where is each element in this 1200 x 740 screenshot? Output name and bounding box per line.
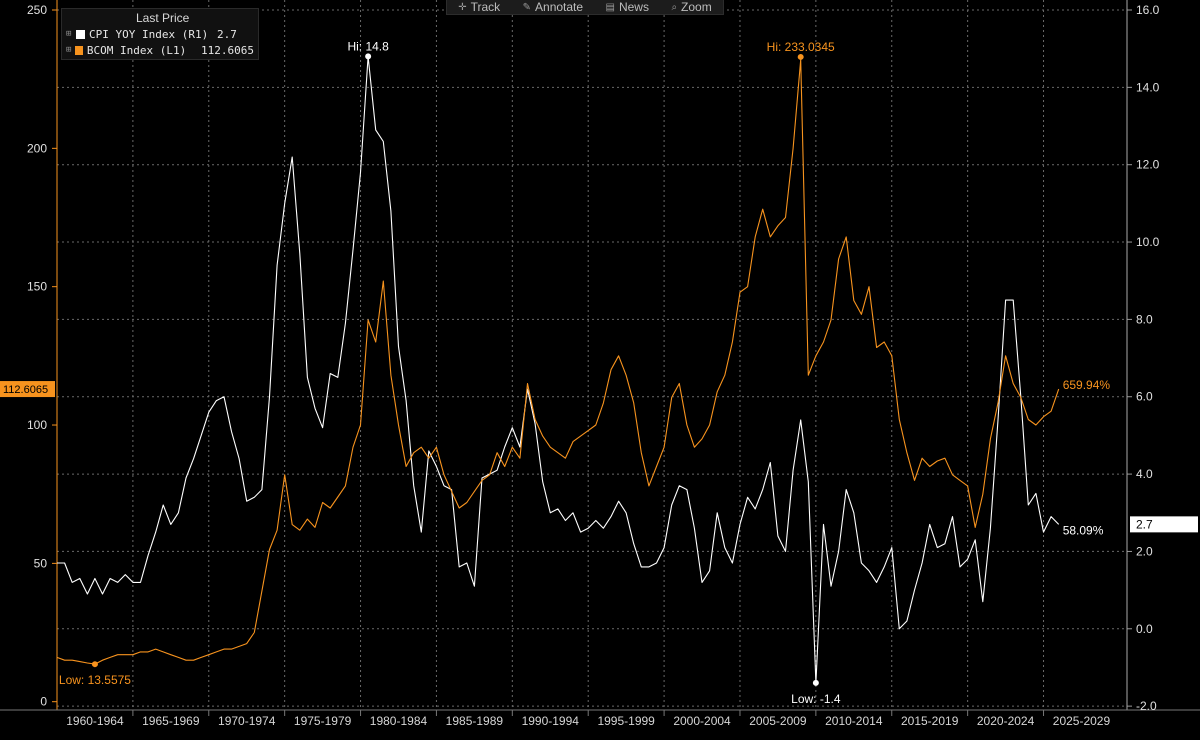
track-button[interactable]: ✛ Track — [458, 0, 500, 14]
hi-label: Hi: 14.8 — [347, 39, 389, 53]
news-button[interactable]: ▤ News — [606, 0, 649, 14]
right-tick-label: 12.0 — [1136, 158, 1160, 172]
news-label: News — [618, 0, 649, 14]
left-tick-label: 150 — [27, 280, 47, 294]
x-tick-label: 2025-2029 — [1053, 714, 1111, 728]
x-tick-label: 1990-1994 — [522, 714, 580, 728]
legend-swatch-bcom — [74, 45, 83, 55]
news-icon: ▤ — [605, 1, 615, 13]
x-tick-label: 1965-1969 — [142, 714, 200, 728]
bcom-line — [56, 59, 1060, 665]
zoom-label: Zoom — [681, 0, 712, 14]
legend: Last Price ⊞ CPI YOY Index (R1) 2.7 ⊞ BC… — [61, 8, 259, 60]
change-label: 58.09% — [1063, 523, 1104, 537]
right-tick-label: 6.0 — [1136, 390, 1153, 404]
x-tick-label: 1975-1979 — [294, 714, 352, 728]
crosshair-icon: ✛ — [458, 1, 467, 13]
legend-swatch-cpi — [76, 29, 85, 39]
legend-value-bcom: 112.6065 — [201, 43, 254, 57]
annotation-dot — [812, 679, 819, 686]
left-tick-label: 200 — [27, 141, 47, 155]
left-last-value: 112.6065 — [3, 384, 48, 396]
x-tick-label: 1970-1974 — [218, 714, 276, 728]
cpi-line — [57, 55, 1060, 684]
change-label: 659.94% — [1063, 378, 1111, 392]
legend-value-cpi: 2.7 — [217, 27, 237, 41]
right-tick-label: 14.0 — [1136, 80, 1160, 94]
tick-labels: 1960-1964 1965-1969 1970-1974 1975-1979 1980… — [27, 3, 1160, 728]
left-tick-label: 50 — [34, 556, 48, 570]
low-label: Low: -1.4 — [791, 692, 841, 706]
track-label: Track — [470, 0, 501, 14]
annotation-dot — [91, 661, 98, 668]
right-tick-label: 16.0 — [1136, 3, 1160, 17]
magnifier-icon: ⌕ — [671, 1, 678, 13]
legend-title: Last Price — [136, 11, 190, 25]
legend-name-bcom: BCOM Index (L1) — [86, 43, 187, 57]
right-last-value: 2.7 — [1136, 517, 1153, 531]
legend-row-bcom[interactable]: ⊞ BCOM Index (L1) 112.6065 — [66, 42, 254, 58]
left-last-value-box — [0, 381, 55, 398]
right-tick-label: 2.0 — [1136, 544, 1153, 558]
legend-name-cpi: CPI YOY Index (R1) — [89, 27, 209, 41]
x-tick-label: 1985-1989 — [446, 714, 504, 728]
expand-icon[interactable]: ⊞ — [66, 45, 72, 55]
x-tick-label: 2010-2014 — [825, 714, 883, 728]
right-tick-label: -2.0 — [1136, 699, 1157, 713]
zoom-button[interactable]: ⌕ Zoom — [671, 0, 711, 14]
annotate-label: Annotate — [535, 0, 584, 14]
x-tick-label: 1980-1984 — [370, 714, 428, 728]
x-tick-label: 1995-1999 — [597, 714, 655, 728]
annotation-dot — [797, 53, 804, 60]
grid-lines — [57, 0, 1127, 710]
x-tick-label: 2015-2019 — [901, 714, 959, 728]
right-tick-label: 4.0 — [1136, 467, 1153, 481]
x-tick-label: 2000-2004 — [673, 714, 731, 728]
right-last-value-box — [1130, 516, 1198, 533]
pencil-icon: ✎ — [522, 1, 532, 13]
right-tick-label: 8.0 — [1136, 312, 1153, 326]
hi-label: Hi: 233.0345 — [767, 40, 835, 54]
left-tick-label: 250 — [27, 3, 47, 17]
series-layer — [56, 55, 1060, 684]
low-label: Low: 13.5575 — [59, 673, 131, 687]
legend-row-cpi[interactable]: ⊞ CPI YOY Index (R1) 2.7 — [66, 26, 254, 42]
right-tick-label: 10.0 — [1136, 235, 1160, 249]
x-tick-label: 2020-2024 — [977, 714, 1035, 728]
left-tick-label: 0 — [40, 695, 47, 709]
chart-toolbar: ✛ Track ✎ Annotate ▤ News ⌕ Zoom — [446, 0, 724, 15]
annotate-button[interactable]: ✎ Annotate — [523, 0, 583, 14]
left-tick-label: 100 — [27, 418, 47, 432]
x-tick-label: 1960-1964 — [66, 714, 124, 728]
x-tick-label: 2005-2009 — [749, 714, 807, 728]
expand-icon[interactable]: ⊞ — [66, 29, 72, 39]
annotation-layer: Hi: 14.8 Low: -1.4 Hi: 233.0345 Low: 13.557… — [0, 39, 1198, 706]
annotation-dot — [365, 53, 372, 60]
right-tick-label: 0.0 — [1136, 622, 1153, 636]
axes — [0, 0, 1200, 716]
